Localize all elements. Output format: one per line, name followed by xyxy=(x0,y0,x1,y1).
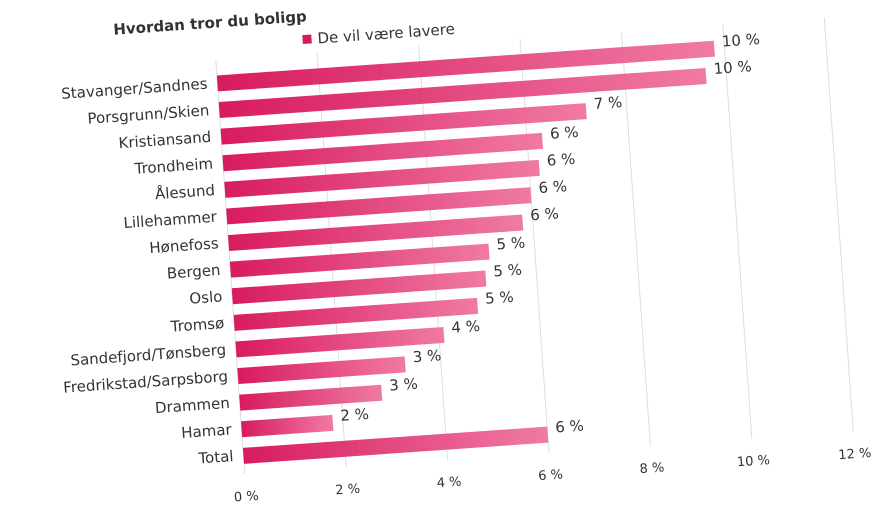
bar xyxy=(222,132,544,172)
y-tick-label: Fredrikstad/Sarpsborg xyxy=(63,367,229,396)
x-tick-label: 2 % xyxy=(335,482,361,499)
x-tick-label: 12 % xyxy=(838,446,872,463)
y-tick-label: Porsgrunn/Skien xyxy=(87,101,210,127)
x-tick-label: 10 % xyxy=(736,453,770,470)
value-label: 4 % xyxy=(451,317,481,337)
value-label: 5 % xyxy=(496,234,526,254)
bar xyxy=(226,187,532,225)
value-label: 10 % xyxy=(713,57,752,78)
legend-swatch xyxy=(302,34,312,45)
bar xyxy=(239,384,383,411)
value-label: 2 % xyxy=(340,405,370,425)
grid-line xyxy=(620,31,651,446)
y-tick-label: Tromsø xyxy=(169,314,225,336)
bar xyxy=(218,68,707,119)
value-label: 3 % xyxy=(389,375,419,395)
y-tick-label: Oslo xyxy=(189,287,223,307)
bar xyxy=(220,103,587,145)
y-tick-label: Hønefoss xyxy=(149,234,220,257)
bar xyxy=(229,243,490,278)
y-tick-label: Bergen xyxy=(166,261,221,283)
y-tick-label: Sandefjord/Tønsberg xyxy=(70,341,227,370)
value-label: 6 % xyxy=(538,177,568,197)
bar xyxy=(228,214,524,252)
value-label: 5 % xyxy=(493,261,523,281)
y-tick-label: Ålesund xyxy=(154,180,215,203)
y-tick-label: Kristiansand xyxy=(118,128,212,152)
value-label: 6 % xyxy=(555,417,585,437)
bar xyxy=(235,326,445,358)
bar xyxy=(242,426,549,464)
y-tick-label: Hamar xyxy=(181,420,233,442)
bar xyxy=(231,270,487,305)
x-tick-label: 8 % xyxy=(639,460,665,477)
x-tick-label: 6 % xyxy=(538,467,564,484)
bar xyxy=(237,356,406,385)
grid-line xyxy=(823,17,854,432)
y-tick-label: Total xyxy=(197,447,234,467)
value-label: 6 % xyxy=(530,204,560,224)
bar xyxy=(233,297,479,331)
value-label: 10 % xyxy=(721,30,760,51)
chart-title: Hvordan tror du boligp xyxy=(113,7,308,38)
grid-line xyxy=(722,24,753,439)
plot: Hvordan tror du boligp De vil være laver… xyxy=(61,7,872,506)
bar xyxy=(216,40,715,92)
value-label: 3 % xyxy=(412,346,442,366)
y-tick-label: Trondheim xyxy=(133,154,214,178)
bar xyxy=(241,414,334,438)
value-label: 6 % xyxy=(549,123,579,143)
legend-label: De vil være lavere xyxy=(317,20,455,48)
x-tick-label: 0 % xyxy=(233,489,259,506)
value-label: 7 % xyxy=(593,93,623,113)
y-tick-label: Stavanger/Sandnes xyxy=(61,75,209,103)
x-tick-label: 4 % xyxy=(436,475,462,492)
y-tick-label: Drammen xyxy=(154,394,230,417)
y-tick-label: Lillehammer xyxy=(123,208,218,233)
value-label: 6 % xyxy=(546,150,576,170)
value-label: 5 % xyxy=(484,288,514,308)
bar xyxy=(224,159,540,198)
